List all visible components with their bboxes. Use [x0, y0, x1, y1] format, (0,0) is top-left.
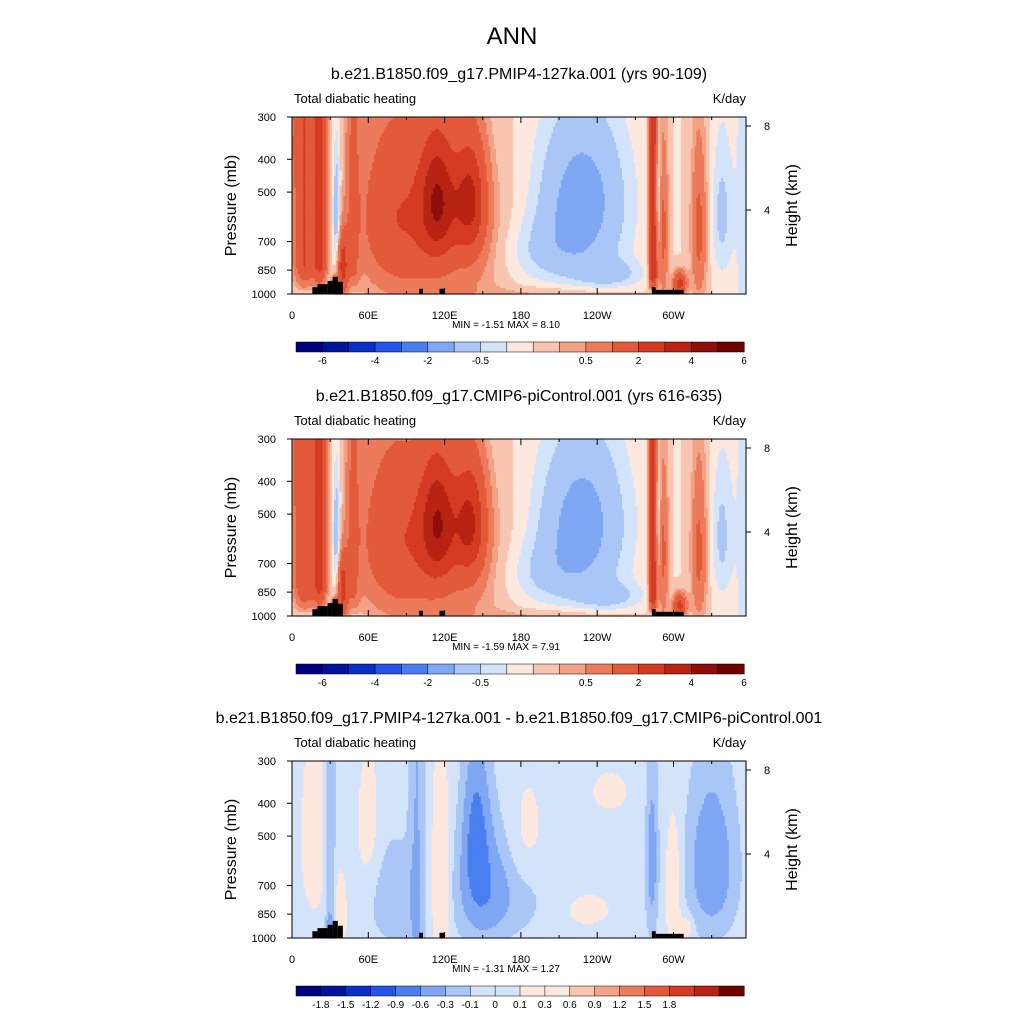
panels: b.e21.B1850.f09_g17.PMIP4-127ka.001 (yrs… [216, 66, 823, 1011]
panel-1: b.e21.B1850.f09_g17.PMIP4-127ka.001 (yrs… [223, 66, 801, 367]
panel-title: b.e21.B1850.f09_g17.PMIP4-127ka.001 (yrs… [331, 66, 707, 83]
heatmap-cells [292, 117, 747, 295]
figure-title: ANN [487, 23, 538, 50]
panel-units-label: K/day [713, 91, 747, 106]
panel-variable-label: Total diabatic heating [294, 91, 416, 106]
